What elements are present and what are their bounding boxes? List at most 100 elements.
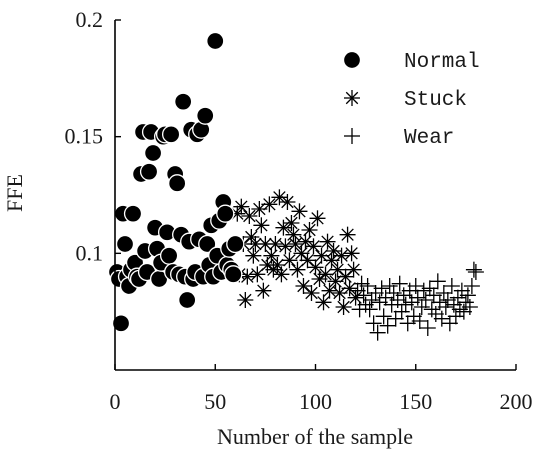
wear-point [401,282,418,299]
wear-point [365,315,382,332]
stuck-point [283,215,300,231]
normal-point [143,143,163,163]
plot-area [107,31,484,341]
y-tick-label: 0.1 [76,240,104,265]
series-normal [107,31,245,333]
wear-point [373,280,390,297]
y-tick-label: 0.2 [76,7,104,32]
normal-point [198,234,217,254]
wear-point [361,301,378,318]
wear-point [443,278,460,294]
stuck-point [279,194,296,210]
wear-point [459,287,476,304]
normal-point [196,106,215,125]
normal-point [168,174,187,193]
wear-point [391,275,408,292]
stuck-point [241,208,258,224]
wear-point [463,278,480,294]
normal-point [123,204,143,223]
wear-point [393,303,410,320]
legend: Normal Stuck Wear [342,50,480,150]
wear-point [455,303,472,320]
wear-point [359,278,376,294]
series-stuck [229,189,364,315]
wear-point [429,273,446,290]
stuck-point [275,219,292,236]
stuck-point [345,261,362,278]
axes: 0 50 100 150 200 0.1 0.15 0.2 [65,7,533,414]
wear-point [357,296,374,313]
normal-point [159,246,179,265]
stuck-point [317,266,334,283]
normal-point [224,265,243,284]
stuck-point [233,198,250,215]
stuck-point [297,233,314,250]
stuck-point [245,247,262,264]
normal-point [161,125,181,144]
stuck-point [301,222,318,238]
stuck-point [343,245,360,262]
wear-point [461,299,478,315]
wear-point [435,285,452,301]
wear-point [441,315,458,332]
legend-item-wear: Wear [344,127,454,150]
y-tick-label: 0.15 [65,124,104,149]
wear-point [377,289,394,306]
stuck-point [319,233,336,250]
wear-point [395,287,412,304]
series-wear [349,261,484,341]
x-tick-label: 150 [399,389,432,414]
wear-point [453,282,470,299]
stuck-point [287,236,304,252]
wear-point [467,264,484,280]
wear-point [439,292,456,308]
wear-point [413,299,430,315]
wear-point [399,315,416,332]
stuck-point [329,261,346,278]
y-axis-ticks: 0.1 0.15 0.2 [65,7,121,265]
legend-label: Wear [404,127,454,150]
x-tick-label: 200 [500,389,533,414]
wear-point [409,289,426,306]
x-axis-ticks: 0 50 100 150 200 [110,364,533,414]
wear-point [387,310,404,327]
stuck-point [339,226,356,243]
wear-point [405,308,422,325]
wear-point [419,320,436,336]
stuck-point [337,268,354,285]
wear-point [421,280,438,297]
normal-point [139,162,159,181]
wear-point [367,285,384,301]
wear-point [415,282,432,299]
x-tick-label: 0 [110,389,121,414]
stuck-point [299,252,316,269]
wear-point [427,306,444,322]
legend-item-stuck: Stuck [344,89,467,112]
wear-point [379,317,396,334]
wear-point [425,287,442,304]
stuck-point [347,289,364,306]
stuck-point [325,243,342,259]
wear-point [437,299,454,315]
x-tick-label: 50 [204,389,226,414]
stuck-point [281,252,298,269]
stuck-point [295,278,312,294]
wear-point [363,292,380,308]
wear-point [417,292,434,308]
wear-point [369,324,386,341]
wear-point [403,294,420,311]
stuck-point [291,203,308,220]
normal-point [216,204,235,223]
stuck-point [303,285,320,301]
stuck-point [273,266,290,283]
wear-point [451,301,468,318]
stuck-point [333,247,350,264]
wear-point [355,287,372,304]
wear-point [447,308,464,325]
wear-point [407,278,424,294]
stuck-point [255,282,272,299]
wear-point [397,296,414,313]
wear-point [457,294,474,311]
wear-point [383,296,400,313]
